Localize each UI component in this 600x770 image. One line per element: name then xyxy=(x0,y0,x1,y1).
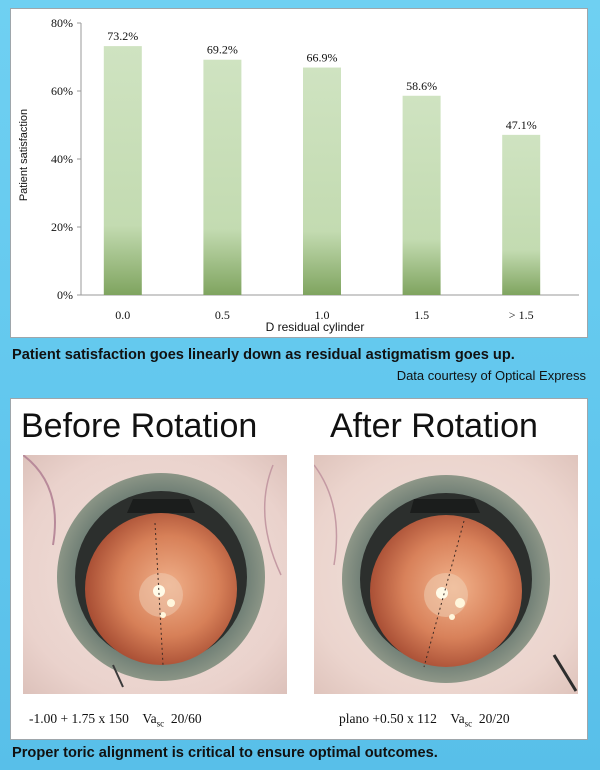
y-tick-label: 0% xyxy=(57,288,73,302)
bar xyxy=(303,67,341,295)
bar-value-label: 66.9% xyxy=(307,51,338,65)
bottom-caption: Proper toric alignment is critical to en… xyxy=(12,745,438,761)
bar-chart: 0% 20% 40% 60% 80% 73.2% 0.0 69.2% 0.5 66.9% 1.0 5… xyxy=(18,16,579,334)
x-tick-label: 1.0 xyxy=(315,308,330,322)
after-va-subscript: sc xyxy=(464,718,473,729)
y-tick-label: 20% xyxy=(51,220,73,234)
before-rotation-title: Before Rotation xyxy=(21,407,258,445)
bar xyxy=(203,59,242,295)
x-tick-label: 0.5 xyxy=(215,308,230,322)
x-tick-label: 1.5 xyxy=(414,308,429,322)
x-tick-label: > 1.5 xyxy=(509,308,534,322)
bar xyxy=(103,46,142,296)
before-va-label: Va xyxy=(142,711,157,726)
before-rx-value: -1.00 + 1.75 x 150 xyxy=(29,711,129,726)
bar xyxy=(402,95,441,295)
before-va-subscript: sc xyxy=(156,718,165,729)
bar-value-label: 47.1% xyxy=(506,118,537,132)
bar xyxy=(502,134,541,295)
before-rotation-refraction: -1.00 + 1.75 x 150 Vasc 20/60 xyxy=(29,711,202,729)
after-rotation-refraction: plano +0.50 x 112 Vasc 20/20 xyxy=(339,711,510,729)
y-tick-label: 40% xyxy=(51,152,73,166)
y-tick-label: 80% xyxy=(51,16,73,30)
after-rotation-eye-image xyxy=(314,455,578,694)
after-rx-value: plano +0.50 x 112 xyxy=(339,711,437,726)
before-rotation-eye-image xyxy=(23,455,287,694)
bar-value-label: 58.6% xyxy=(406,79,437,93)
after-va-label: Va xyxy=(450,711,465,726)
data-credit: Data courtesy of Optical Express xyxy=(396,368,586,383)
rotation-comparison-panel: Before Rotation After Rotation xyxy=(10,398,588,740)
chart-caption: Patient satisfaction goes linearly down … xyxy=(12,347,515,363)
x-axis-label: D residual cylinder xyxy=(266,320,365,334)
after-rotation-title: After Rotation xyxy=(330,407,538,445)
x-tick-label: 0.0 xyxy=(115,308,130,322)
before-va-value: 20/60 xyxy=(170,711,202,726)
bar-chart-panel: 0% 20% 40% 60% 80% 73.2% 0.0 69.2% 0.5 66.9% 1.0 5… xyxy=(10,8,588,338)
after-va-value: 20/20 xyxy=(478,711,510,726)
y-axis-label: Patient satisfaction xyxy=(18,109,30,201)
bar-value-label: 69.2% xyxy=(207,43,238,57)
bar-value-label: 73.2% xyxy=(107,29,138,43)
y-tick-label: 60% xyxy=(51,84,73,98)
